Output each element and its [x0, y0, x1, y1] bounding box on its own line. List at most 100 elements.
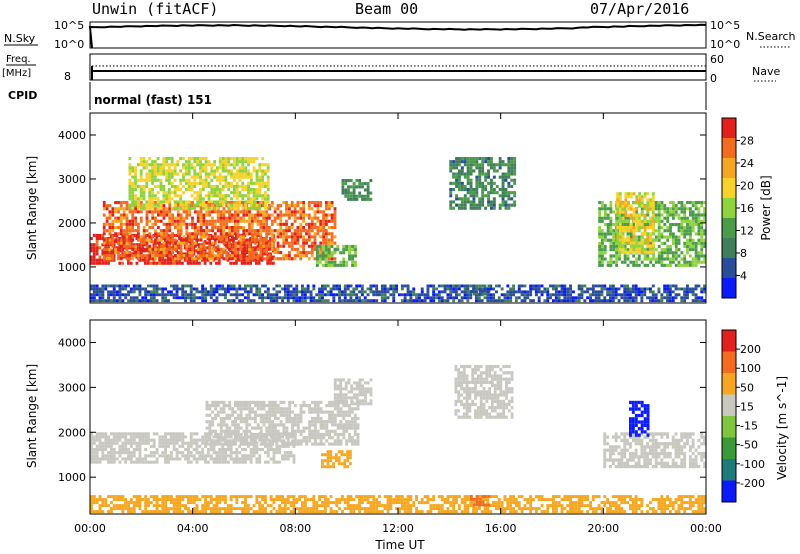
data-cell — [124, 284, 128, 288]
data-cell — [183, 243, 187, 247]
data-cell — [179, 216, 183, 220]
data-cell — [125, 216, 129, 220]
data-cell — [330, 254, 334, 258]
data-cell — [651, 299, 655, 303]
data-cell — [651, 229, 655, 233]
data-cell — [640, 204, 644, 208]
data-cell — [498, 175, 502, 179]
data-cell — [472, 284, 475, 288]
data-cell — [148, 191, 152, 195]
data-cell — [145, 241, 149, 245]
data-cell — [651, 293, 655, 297]
data-cell — [266, 188, 270, 192]
data-cell — [657, 213, 661, 217]
data-cell — [510, 172, 514, 176]
data-cell — [347, 179, 350, 183]
data-cell — [95, 237, 99, 241]
data-cell — [437, 290, 441, 294]
data-cell — [176, 219, 180, 223]
data-cell — [204, 178, 208, 182]
data-cell — [192, 296, 196, 300]
data-cell — [185, 200, 188, 204]
data-cell — [601, 241, 604, 245]
nsky-tick-top: 10^5 — [54, 19, 84, 32]
data-cell — [336, 248, 340, 252]
data-cell — [395, 284, 398, 288]
data-cell — [483, 284, 487, 288]
data-cell — [603, 287, 607, 291]
data-cell — [293, 232, 297, 236]
data-cell — [697, 207, 701, 211]
data-cell — [504, 172, 508, 176]
data-cell — [234, 439, 237, 443]
data-cell — [254, 404, 257, 408]
data-cell — [290, 201, 294, 205]
data-cell — [609, 248, 613, 252]
data-cell — [244, 157, 248, 161]
data-cell — [301, 293, 304, 297]
data-cell — [179, 206, 183, 210]
data-cell — [426, 284, 430, 288]
data-cell — [640, 250, 644, 254]
data-cell — [134, 175, 137, 179]
data-cell — [343, 296, 347, 300]
data-cell — [354, 260, 357, 264]
data-cell — [138, 249, 142, 253]
data-cell — [243, 261, 247, 265]
data-cell — [242, 436, 246, 440]
data-cell — [179, 178, 183, 182]
data-cell — [218, 191, 222, 195]
data-cell — [349, 299, 353, 303]
data-cell — [652, 254, 655, 258]
data-cell — [172, 432, 176, 436]
data-cell — [112, 290, 116, 294]
data-cell — [185, 241, 189, 245]
data-cell — [253, 213, 257, 217]
data-cell — [290, 257, 294, 261]
data-cell — [204, 175, 208, 179]
data-cell — [266, 181, 270, 185]
data-cell — [489, 296, 493, 300]
data-cell — [219, 216, 223, 220]
data-cell — [683, 207, 687, 211]
data-cell — [403, 293, 407, 297]
data-cell — [663, 229, 667, 233]
data-cell — [185, 213, 189, 217]
data-cell — [632, 223, 635, 227]
data-cell — [232, 287, 236, 291]
data-cell — [208, 432, 212, 437]
data-cell — [652, 257, 655, 261]
data-cell — [191, 254, 194, 258]
data-cell — [111, 235, 115, 239]
data-cell — [649, 244, 652, 248]
data-cell — [92, 249, 96, 253]
data-cell — [279, 210, 283, 214]
data-cell — [250, 238, 254, 242]
data-cell — [246, 261, 250, 265]
data-cell — [154, 251, 157, 255]
data-cell — [234, 429, 237, 433]
data-cell — [235, 175, 239, 179]
data-cell — [137, 235, 140, 239]
data-cell — [111, 222, 115, 226]
data-cell — [261, 163, 264, 167]
data-cell — [179, 251, 183, 255]
data-cell — [609, 284, 612, 288]
data-cell — [683, 290, 687, 294]
data-cell — [162, 251, 166, 255]
data-cell — [233, 191, 236, 195]
data-cell — [366, 188, 370, 192]
data-cell — [657, 299, 661, 303]
data-cell — [102, 254, 106, 258]
data-cell — [292, 444, 296, 448]
data-cell — [248, 247, 251, 251]
data-cell — [626, 293, 629, 297]
data-cell — [174, 244, 177, 248]
data-cell — [330, 238, 334, 242]
data-cell — [392, 296, 396, 300]
data-cell — [253, 247, 257, 251]
data-cell — [392, 287, 396, 291]
data-cell — [110, 293, 113, 297]
data-cell — [117, 207, 120, 211]
